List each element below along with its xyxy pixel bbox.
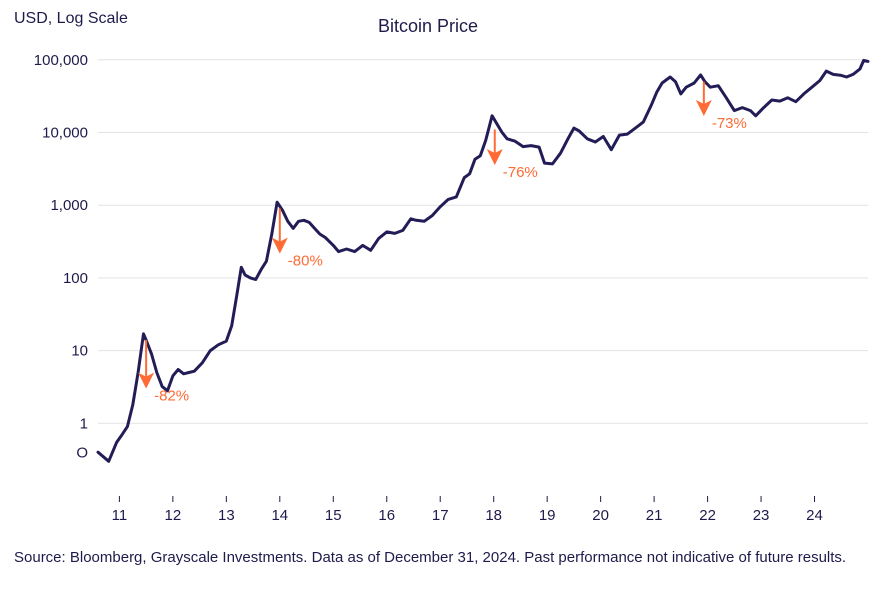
y-tick-labels: 1 10 100 1,000 10,000 100,000 O	[34, 52, 88, 461]
x-tick-label: 11	[112, 507, 128, 524]
y-axis-title: USD, Log Scale	[14, 10, 128, 28]
y-tick-label: 100,000	[34, 52, 88, 69]
x-tick-label: 23	[753, 507, 770, 524]
y-tick-label: 1	[80, 415, 88, 432]
y-tick-label: 100	[63, 270, 88, 287]
x-tick-label: 20	[592, 507, 609, 524]
drawdown-label: -82%	[154, 388, 189, 405]
x-tick-label: 22	[699, 507, 716, 524]
y-tick-label: 1,000	[50, 197, 88, 214]
x-tick-label: 21	[646, 507, 663, 524]
x-tick-label: 13	[218, 507, 235, 524]
x-tick-label: 16	[378, 507, 395, 524]
x-tick-label: 24	[806, 507, 823, 524]
chart-svg: 1 10 100 1,000 10,000 100,000 O 11 12 13 14 15 16 17…	[0, 0, 895, 540]
x-tick-label: 15	[325, 507, 342, 524]
x-tick-label: 14	[271, 507, 288, 524]
x-tick-label: 17	[432, 507, 449, 524]
drawdown-label: -76%	[503, 164, 538, 181]
bitcoin-price-line	[98, 60, 868, 461]
x-tick-label: 19	[539, 507, 556, 524]
x-tick-label: 12	[165, 507, 182, 524]
y-tick-label: 10,000	[42, 125, 88, 142]
price-series	[98, 60, 868, 461]
x-tick-label: 18	[485, 507, 502, 524]
source-note: Source: Bloomberg, Grayscale Investments…	[14, 548, 879, 568]
chart-container: USD, Log Scale Bitcoin Price 1 10 100 1,000…	[0, 0, 895, 597]
y-tick-label: 10	[71, 343, 88, 360]
drawdown-label: -80%	[288, 253, 323, 270]
x-tick-labels: 11 12 13 14 15 16 17 18 19 20 21 22 23 24	[112, 496, 823, 524]
drawdown-label: -73%	[712, 115, 747, 132]
drawdown-annotations: -82% -80% -76% -73%	[146, 82, 747, 405]
y-zero-label: O	[76, 444, 88, 461]
chart-title: Bitcoin Price	[378, 16, 478, 37]
